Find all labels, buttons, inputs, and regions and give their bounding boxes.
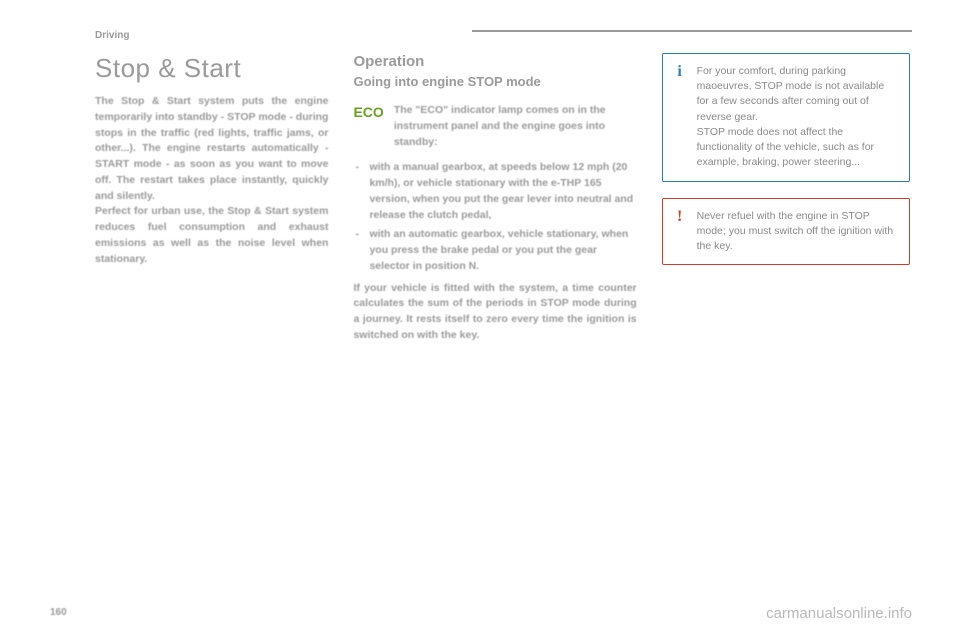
page-number: 160 [50, 607, 67, 618]
condition-item: with a manual gearbox, at speeds below 1… [353, 160, 636, 223]
column-middle: Operation Going into engine STOP mode EC… [353, 53, 636, 344]
info-callout: i For your comfort, during parking maoeu… [662, 53, 910, 182]
intro-paragraph: The Stop & Start system puts the engine … [95, 94, 328, 267]
warning-text: Never refuel with the engine in STOP mod… [697, 209, 899, 255]
stop-mode-heading: Going into engine STOP mode [353, 74, 636, 89]
info-icon: i [673, 64, 687, 171]
warning-callout: ! Never refuel with the engine in STOP m… [662, 198, 910, 266]
page-title: Stop & Start [95, 53, 328, 84]
conditions-list: with a manual gearbox, at speeds below 1… [353, 160, 636, 274]
warning-icon: ! [673, 209, 687, 255]
counter-note: If your vehicle is fitted with the syste… [353, 281, 636, 344]
eco-description: The "ECO" indicator lamp comes on in the… [394, 103, 637, 150]
header-rule [472, 30, 912, 32]
operation-heading: Operation [353, 53, 636, 70]
eco-indicator-row: ECO The "ECO" indicator lamp comes on in… [353, 103, 636, 150]
eco-icon: ECO [353, 103, 383, 150]
watermark: carmanualsonline.info [766, 605, 912, 622]
manual-page: Driving Stop & Start The Stop & Start sy… [0, 0, 960, 640]
info-text: For your comfort, during parking maoeuvr… [697, 64, 899, 171]
content-columns: Stop & Start The Stop & Start system put… [95, 53, 910, 344]
condition-item: with an automatic gearbox, vehicle stati… [353, 227, 636, 274]
column-left: Stop & Start The Stop & Start system put… [95, 53, 328, 344]
column-right: i For your comfort, during parking maoeu… [662, 53, 910, 344]
